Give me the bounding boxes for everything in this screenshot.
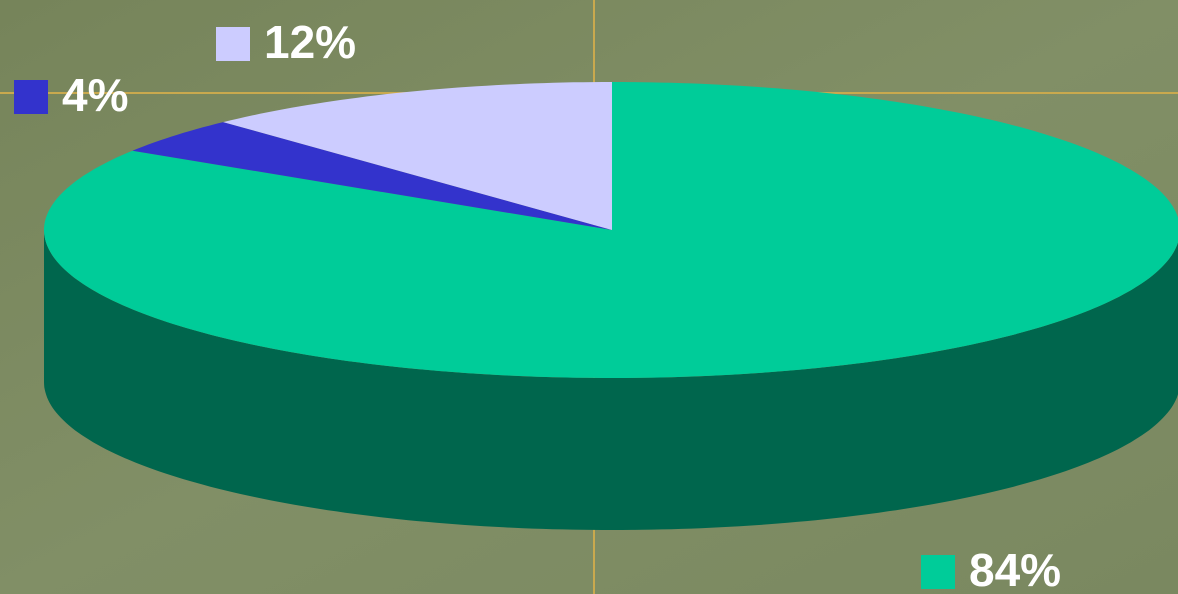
label-swatch (921, 555, 955, 589)
data-label: 12% (264, 16, 356, 68)
label-swatch (14, 80, 48, 114)
chart: 84% 4% 12% (0, 0, 1178, 594)
label-swatch (216, 27, 250, 61)
data-label: 84% (969, 544, 1061, 594)
pie (44, 82, 1178, 530)
data-label: 4% (62, 69, 128, 121)
